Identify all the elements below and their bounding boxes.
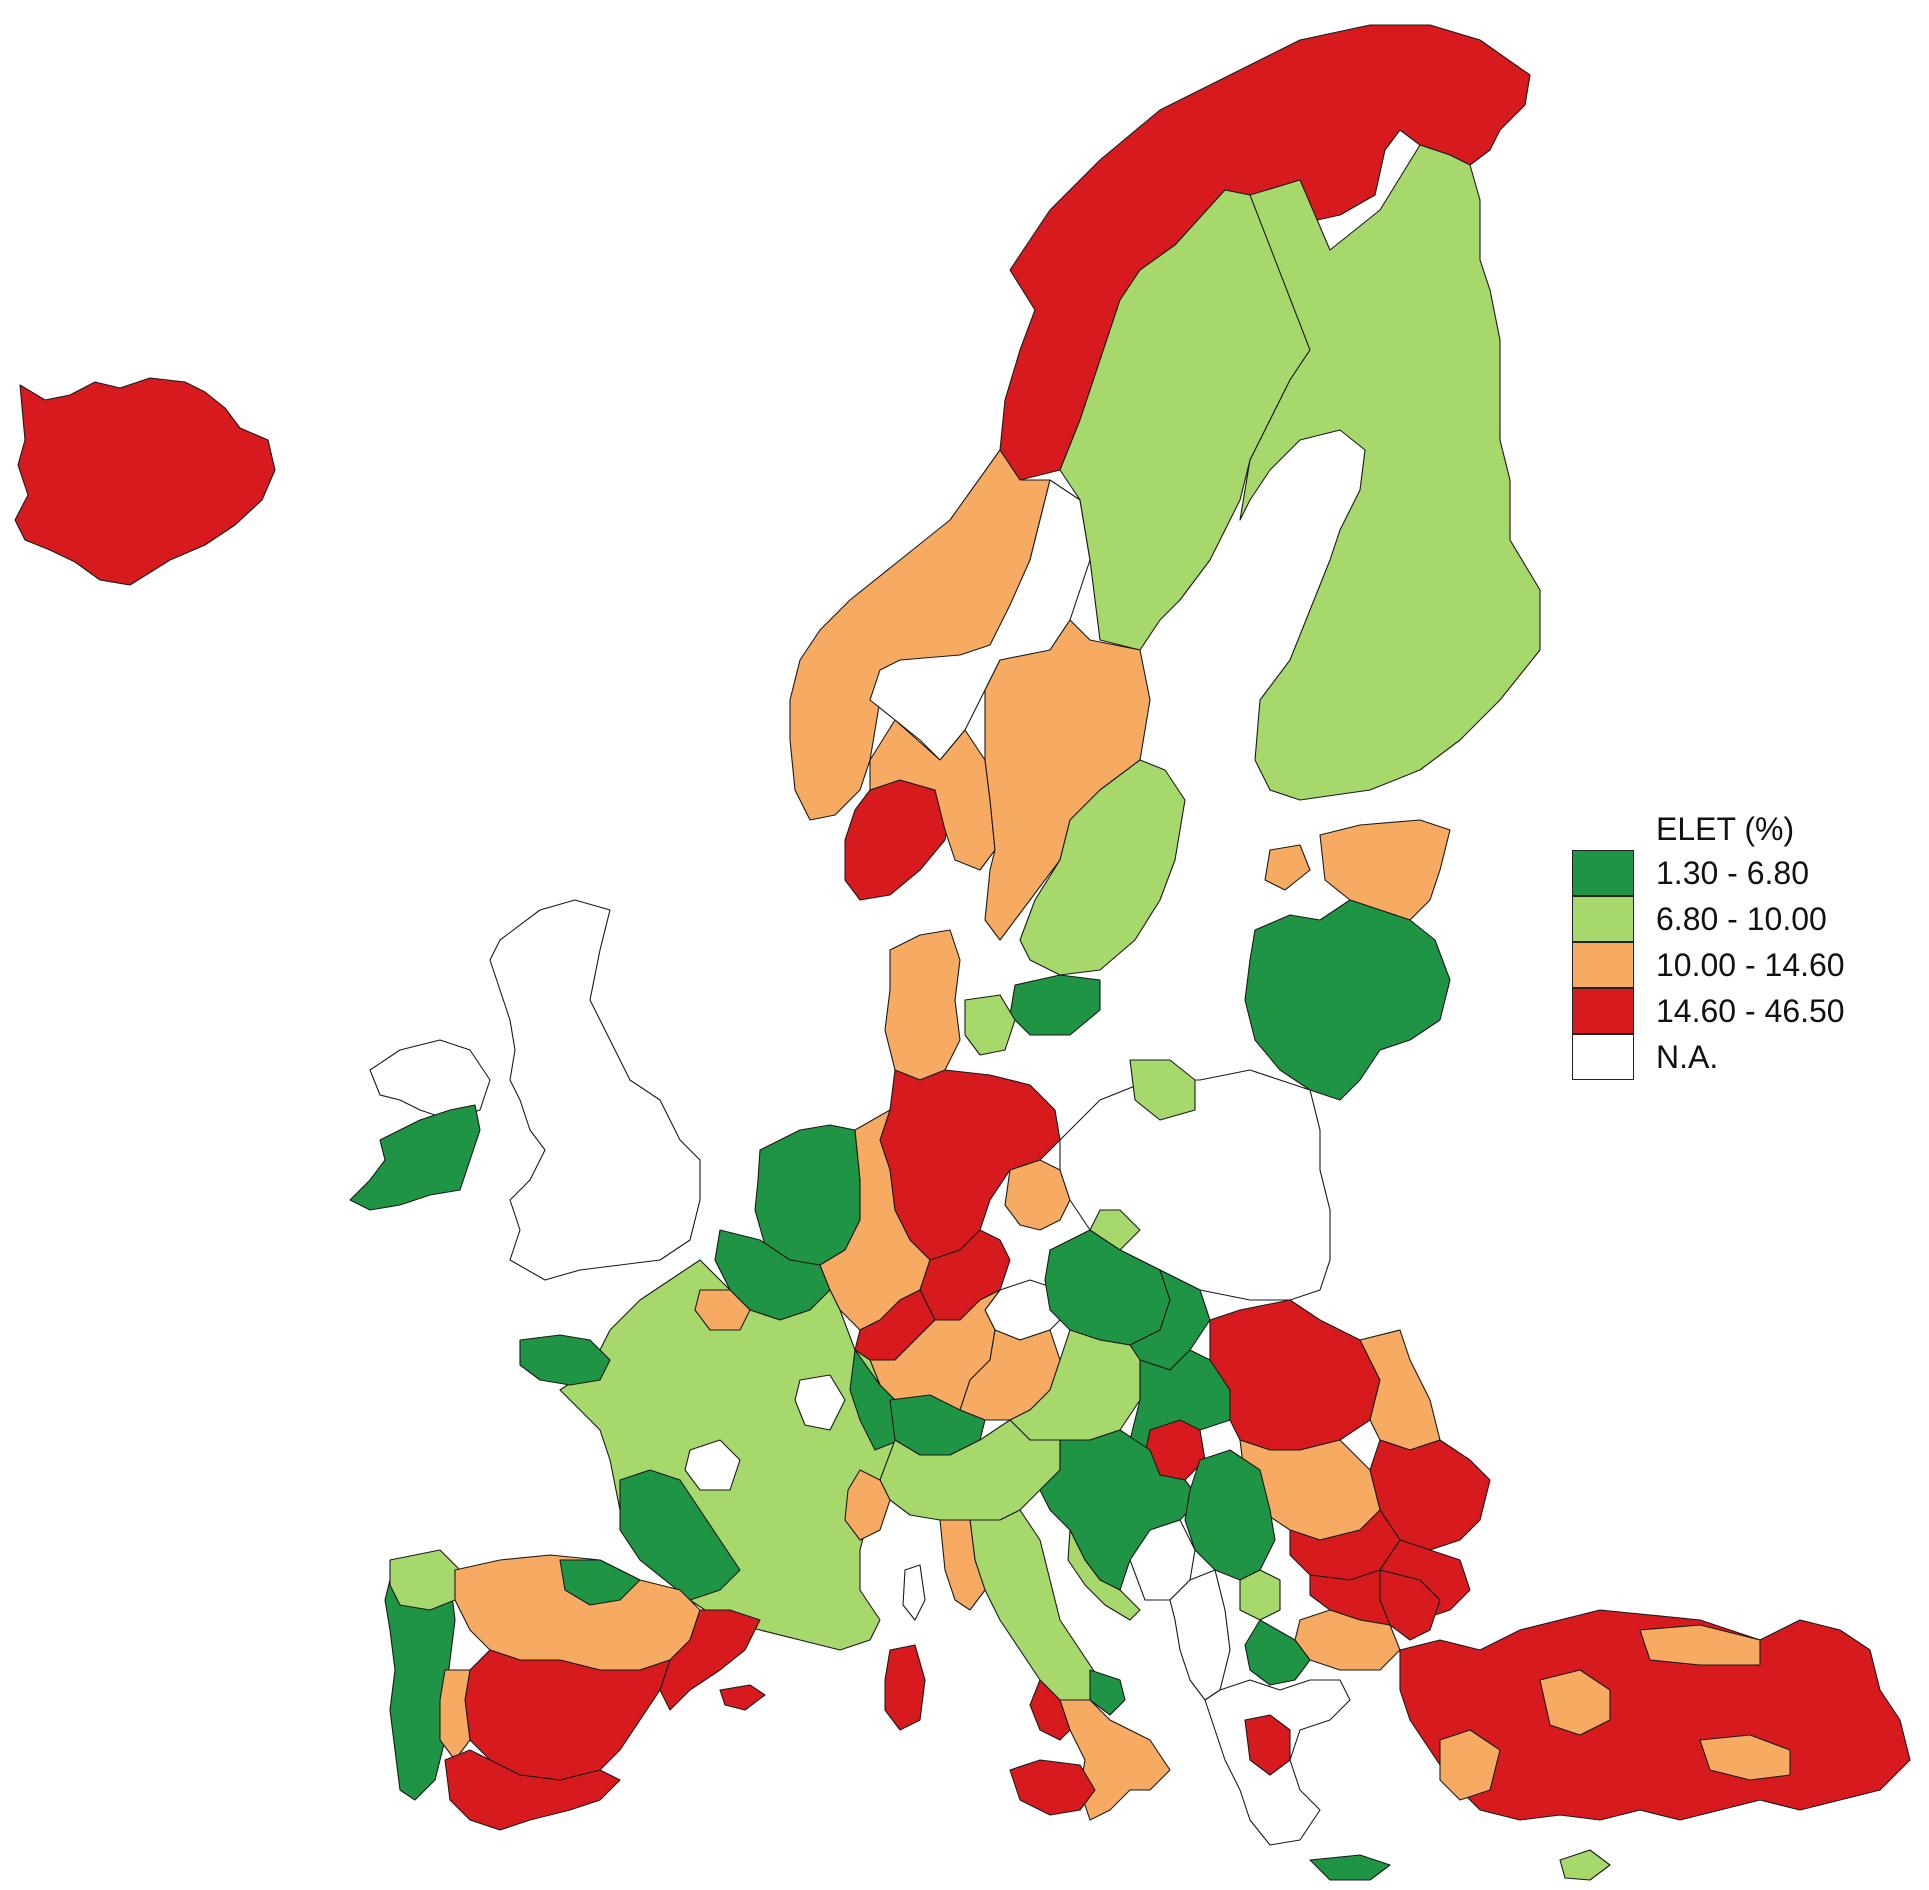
region-czechia-east: [1089, 1209, 1141, 1251]
region-balearic: [719, 1684, 766, 1711]
region-zealand: [964, 994, 1016, 1056]
legend-swatch: [1572, 896, 1634, 942]
region-spain-center: [464, 1649, 671, 1781]
region-basque: [559, 1559, 641, 1606]
legend-entry: 6.80 - 10.00: [1572, 896, 1872, 942]
region-alsace: [849, 1349, 901, 1451]
region-uk: [489, 899, 701, 1281]
legend-swatch: [1572, 942, 1634, 988]
region-norway-north: [999, 24, 1531, 481]
region-france-southwest: [619, 1469, 741, 1601]
region-brittany: [519, 1334, 611, 1386]
region-france-east-na: [794, 1374, 846, 1431]
region-catalonia: [659, 1609, 761, 1711]
region-ireland: [349, 1104, 481, 1211]
region-turkey-thrace: [1379, 1569, 1441, 1641]
region-greece-attica: [1244, 1714, 1291, 1776]
region-sardinia: [884, 1644, 926, 1731]
region-macedonia: [1244, 1619, 1311, 1686]
region-denmark: [884, 929, 961, 1081]
region-bosnia: [1129, 1519, 1196, 1601]
legend-entry: 14.60 - 46.50: [1572, 988, 1872, 1034]
map-legend: ELET (%) 1.30 - 6.80 6.80 - 10.00 10.00 …: [1572, 808, 1872, 1080]
region-germany-bavaria: [959, 1329, 1061, 1421]
legend-swatch: [1572, 988, 1634, 1034]
region-poland-north: [1129, 1059, 1196, 1121]
region-corsica: [902, 1564, 926, 1621]
region-iceland: [14, 377, 276, 586]
region-france-centre-na: [684, 1439, 741, 1491]
region-turkey-central: [1539, 1669, 1611, 1736]
region-norway-southeast: [869, 719, 996, 871]
legend-label: 10.00 - 14.60: [1656, 947, 1845, 983]
region-sweden-south: [1019, 759, 1186, 976]
region-italy-apulia: [1089, 1669, 1126, 1716]
legend-label: N.A.: [1656, 1039, 1719, 1075]
legend-entry: 10.00 - 14.60: [1572, 942, 1872, 988]
legend-label: 14.60 - 46.50: [1656, 993, 1845, 1029]
region-estonia: [1319, 819, 1451, 921]
legend-swatch: [1572, 850, 1634, 896]
region-sicily: [1009, 1759, 1096, 1816]
region-france-paris: [694, 1289, 751, 1331]
legend-title: ELET (%): [1656, 811, 1795, 847]
region-galicia: [389, 1549, 461, 1611]
region-germany-east: [1004, 1159, 1071, 1231]
region-turkey-west: [1439, 1729, 1501, 1801]
region-netherlands: [754, 1124, 861, 1266]
legend-entry: 1.30 - 6.80: [1572, 850, 1872, 896]
region-croatia-coast: [1067, 1529, 1141, 1621]
region-crete: [1309, 1854, 1391, 1881]
region-finland: [1239, 144, 1541, 801]
legend-label: 6.80 - 10.00: [1656, 901, 1827, 937]
region-norway-south: [844, 779, 951, 901]
region-sweden-skane: [1009, 974, 1101, 1036]
legend-swatch: [1572, 1034, 1634, 1080]
region-baltics-south: [1244, 899, 1451, 1101]
region-northern-ireland: [369, 1039, 491, 1121]
region-estonia-islands: [1264, 844, 1311, 891]
region-andalusia: [444, 1749, 621, 1831]
legend-label: 1.30 - 6.80: [1656, 855, 1809, 891]
region-cyprus: [1559, 1849, 1611, 1881]
region-italy-northwest: [844, 1469, 891, 1541]
region-spain-extremadura: [439, 1669, 471, 1761]
region-turkey-north: [1639, 1624, 1761, 1666]
region-kosovo: [1239, 1569, 1281, 1621]
region-italy-campania: [1029, 1679, 1071, 1741]
region-italy-tuscany: [939, 1519, 986, 1611]
legend-entry: N.A.: [1572, 1034, 1872, 1080]
region-turkey-southeast: [1699, 1734, 1791, 1781]
region-romania-north: [1209, 1299, 1381, 1451]
